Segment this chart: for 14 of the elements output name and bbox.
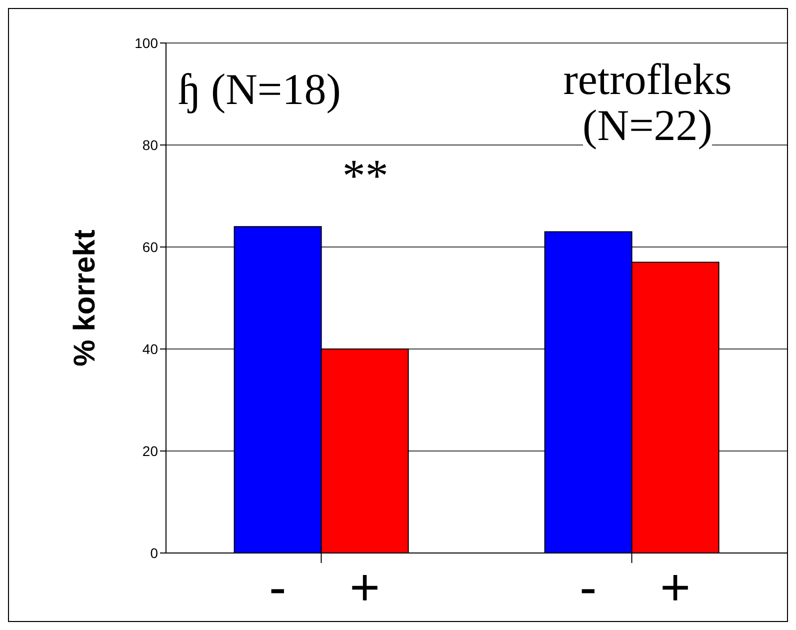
text: +: [350, 559, 380, 617]
y-axis-title: % korrekt: [68, 230, 102, 366]
y-tick-label: 80: [142, 136, 158, 153]
legend-label: -: [268, 559, 286, 617]
y-tick-label: 60: [142, 238, 158, 255]
y-tick-label: 0: [150, 544, 158, 561]
y-tick-label: 40: [142, 340, 158, 357]
annotation: retrofleks (N=22): [563, 55, 732, 150]
text: -: [579, 559, 597, 617]
y-tick-label: 20: [142, 442, 158, 459]
y-tick-label: 100: [134, 34, 158, 51]
annotation: ɧ (N=18): [178, 65, 341, 114]
annotation: **: [341, 150, 390, 202]
legend-label: +: [660, 559, 691, 617]
